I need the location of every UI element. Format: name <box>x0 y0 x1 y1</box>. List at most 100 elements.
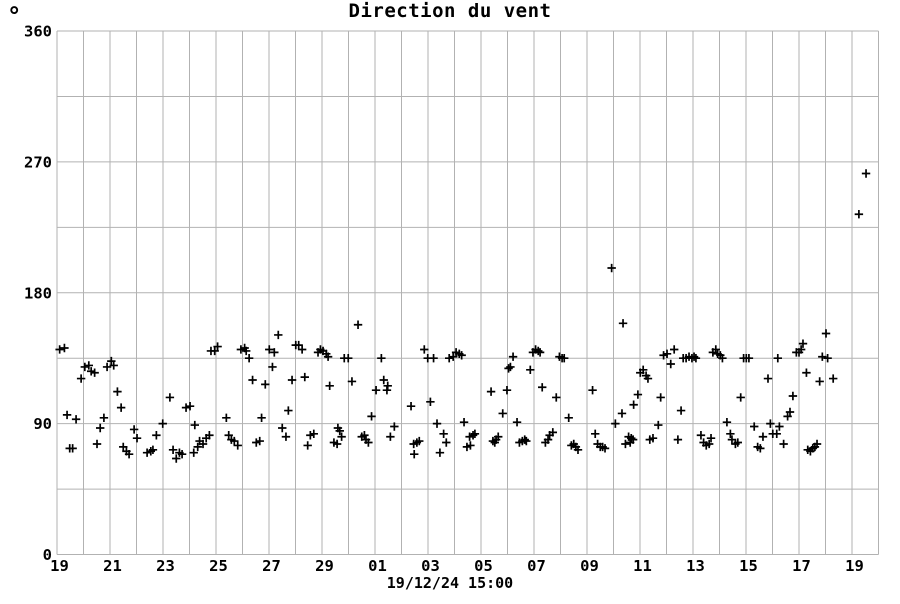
data-point-marker <box>573 445 583 454</box>
data-point-marker <box>255 436 264 446</box>
data-point-marker <box>796 345 806 354</box>
data-point-marker <box>300 372 309 382</box>
data-point-marker <box>230 436 239 446</box>
data-point-marker <box>459 417 469 427</box>
data-point-marker <box>627 433 636 443</box>
data-point-marker <box>666 359 675 369</box>
data-point-marker <box>506 362 515 372</box>
data-point-marker <box>706 433 716 443</box>
data-point-marker <box>92 439 102 449</box>
x-tick-label: 19 <box>50 557 69 575</box>
data-point-marker <box>426 397 435 407</box>
data-point-marker <box>205 431 214 440</box>
data-point-marker <box>344 353 353 363</box>
x-tick-label: 25 <box>209 557 228 575</box>
data-point-marker <box>560 353 569 363</box>
data-point-marker <box>535 348 545 357</box>
data-point-marker <box>124 449 134 459</box>
data-point-marker <box>773 353 782 363</box>
data-point-marker <box>673 435 683 444</box>
x-tick-label: 09 <box>580 557 599 575</box>
data-point-marker <box>172 454 181 463</box>
data-point-marker <box>494 432 503 441</box>
data-point-marker <box>588 385 597 395</box>
x-tick-label: 29 <box>315 557 334 575</box>
data-point-marker <box>718 353 727 363</box>
data-point-marker <box>347 377 357 386</box>
data-point-marker <box>466 441 475 450</box>
data-point-marker <box>591 429 600 439</box>
data-point-marker <box>55 345 64 354</box>
data-point-marker <box>457 351 466 360</box>
data-point-marker <box>386 432 395 441</box>
data-point-marker <box>132 433 142 443</box>
data-point-marker <box>750 422 759 431</box>
data-point-marker <box>783 412 792 421</box>
data-point-marker <box>158 419 167 428</box>
data-point-marker <box>198 439 208 449</box>
data-point-marker <box>722 417 732 427</box>
data-point-marker <box>119 442 128 452</box>
x-tick-label: 07 <box>527 557 546 575</box>
x-tick-label: 13 <box>686 557 705 575</box>
data-point-marker <box>548 428 558 437</box>
data-point-marker <box>142 448 152 457</box>
data-point-marker <box>323 352 333 361</box>
data-point-marker <box>406 401 416 411</box>
data-point-marker <box>611 419 620 428</box>
data-point-marker <box>383 381 392 391</box>
data-point-marker <box>116 403 126 412</box>
data-point-marker <box>744 353 754 363</box>
y-tick-label: 360 <box>24 23 52 41</box>
data-point-marker <box>364 438 373 447</box>
data-point-marker <box>758 432 768 441</box>
data-point-marker <box>643 374 653 383</box>
data-point-marker <box>80 362 90 372</box>
data-point-marker <box>360 431 369 440</box>
data-point-marker <box>676 406 686 415</box>
data-point-marker <box>435 448 445 457</box>
data-point-marker <box>420 345 429 354</box>
y-tick-label: 180 <box>24 284 52 302</box>
data-point-marker <box>534 346 543 356</box>
data-point-marker <box>445 353 454 363</box>
data-point-marker <box>818 352 827 361</box>
data-point-marker <box>371 385 381 395</box>
data-point-marker <box>502 385 512 395</box>
data-point-marker <box>498 409 507 418</box>
x-tick-label: 27 <box>262 557 281 575</box>
data-point-marker <box>337 432 346 441</box>
data-point-marker <box>600 444 610 453</box>
data-point-marker <box>821 329 831 338</box>
data-point-marker <box>60 343 69 353</box>
data-point-marker <box>185 401 195 411</box>
data-point-marker <box>442 438 451 447</box>
x-tick-label: 19 <box>845 557 864 575</box>
data-point-marker <box>669 345 679 354</box>
data-point-marker <box>543 435 553 444</box>
data-point-marker <box>113 387 122 396</box>
data-point-marker <box>727 435 737 444</box>
data-point-marker <box>779 439 788 449</box>
data-point-marker <box>265 345 274 354</box>
data-point-marker <box>564 413 573 423</box>
data-point-marker <box>512 417 522 427</box>
data-point-marker <box>552 393 561 402</box>
data-point-marker <box>287 375 297 385</box>
data-point-marker <box>109 361 118 370</box>
data-point-marker <box>377 353 386 363</box>
data-point-marker <box>823 353 832 363</box>
y-axis-unit-label: ° <box>7 2 21 30</box>
data-point-marker <box>62 410 72 420</box>
data-point-marker <box>429 353 438 363</box>
data-point-marker <box>520 435 529 444</box>
data-point-marker <box>90 368 99 377</box>
data-point-marker <box>177 449 187 459</box>
data-point-marker <box>798 339 808 348</box>
data-point-marker <box>736 393 745 402</box>
data-point-marker <box>325 381 334 391</box>
data-point-marker <box>148 445 158 454</box>
data-point-marker <box>297 345 307 354</box>
